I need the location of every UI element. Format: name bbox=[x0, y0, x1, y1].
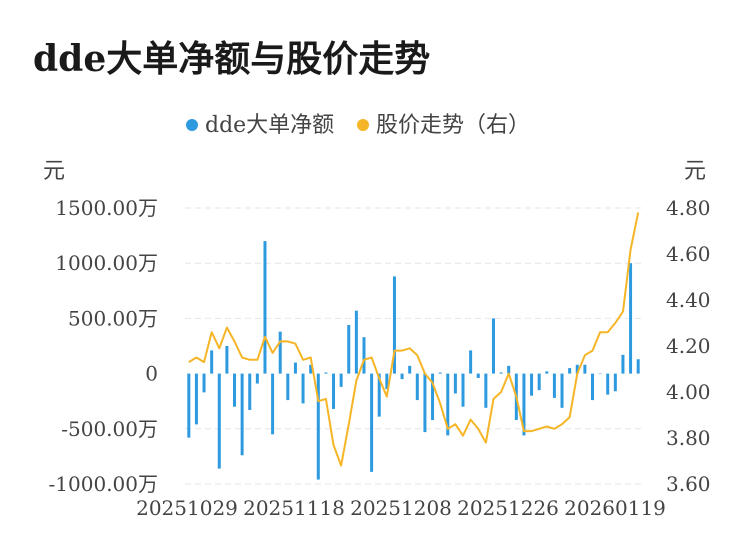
legend-label-price: 股价走势（右） bbox=[376, 113, 530, 138]
bar bbox=[385, 373, 389, 390]
left-tick-label: 1500.00万 bbox=[55, 196, 158, 220]
bar bbox=[347, 325, 351, 374]
bar bbox=[324, 372, 328, 374]
right-tick-label: 3.60 bbox=[666, 472, 711, 496]
bar bbox=[354, 310, 358, 374]
bar bbox=[392, 276, 396, 374]
legend-marker-dde bbox=[186, 119, 198, 131]
left-tick-label: 1000.00万 bbox=[55, 251, 158, 275]
x-tick-label: 20251226 bbox=[457, 496, 559, 520]
bar bbox=[332, 373, 336, 409]
right-tick-label: 4.80 bbox=[666, 196, 711, 220]
bar bbox=[568, 368, 572, 374]
bar bbox=[446, 373, 450, 436]
bar bbox=[629, 263, 633, 374]
bar bbox=[202, 373, 206, 393]
bar bbox=[408, 365, 412, 374]
bar bbox=[370, 373, 374, 472]
bar bbox=[362, 337, 366, 374]
left-tick-label: 0 bbox=[145, 362, 158, 386]
x-tick-label: 20251029 bbox=[136, 496, 238, 520]
left-tick-label: -500.00万 bbox=[61, 417, 158, 441]
bar bbox=[377, 373, 381, 417]
right-tick-label: 4.40 bbox=[666, 288, 711, 312]
bar bbox=[187, 373, 191, 438]
bar bbox=[233, 373, 237, 407]
x-tick-label: 20251208 bbox=[350, 496, 452, 520]
bar bbox=[491, 318, 495, 374]
bar bbox=[469, 350, 473, 374]
legend[interactable]: dde大单净额 股价走势（右） bbox=[186, 113, 530, 138]
bar bbox=[301, 373, 305, 404]
left-axis-unit: 元 bbox=[43, 159, 65, 184]
chart-title: dde大单净额与股价走势 bbox=[33, 38, 431, 80]
bar bbox=[560, 373, 564, 408]
bar bbox=[507, 365, 511, 374]
left-tick-label: -1000.00万 bbox=[49, 472, 158, 496]
legend-label-dde: dde大单净额 bbox=[205, 113, 334, 138]
right-tick-label: 4.00 bbox=[666, 380, 711, 404]
gridlines bbox=[185, 207, 642, 485]
bar bbox=[575, 364, 579, 374]
bar bbox=[248, 373, 252, 411]
bar bbox=[415, 373, 419, 401]
bar bbox=[210, 350, 214, 374]
price-line bbox=[188, 212, 640, 467]
x-tick-label: 20260119 bbox=[564, 496, 666, 520]
legend-marker-price bbox=[357, 119, 369, 131]
bar bbox=[225, 346, 229, 374]
bar bbox=[316, 373, 320, 480]
bar bbox=[278, 331, 282, 374]
bar bbox=[438, 372, 442, 374]
bar bbox=[598, 373, 602, 375]
bar bbox=[484, 373, 488, 408]
bar bbox=[606, 373, 610, 395]
bar-series-dde bbox=[187, 241, 640, 480]
legend-item-price[interactable]: 股价走势（右） bbox=[357, 113, 530, 138]
bar bbox=[522, 373, 526, 436]
bar bbox=[590, 373, 594, 401]
bar bbox=[613, 373, 617, 392]
bar bbox=[400, 373, 404, 380]
bar bbox=[309, 364, 313, 374]
bar bbox=[499, 372, 503, 374]
left-tick-label: 500.00万 bbox=[68, 306, 158, 330]
bar bbox=[423, 373, 427, 433]
bar bbox=[255, 373, 259, 384]
bar bbox=[537, 373, 541, 391]
right-axis: 3.60 3.80 4.00 4.20 4.40 4.60 4.80 元 bbox=[666, 159, 711, 496]
bar bbox=[621, 354, 625, 374]
bar bbox=[545, 371, 549, 374]
bar bbox=[263, 241, 267, 374]
right-axis-unit: 元 bbox=[684, 159, 706, 184]
legend-item-dde[interactable]: dde大单净额 bbox=[186, 113, 334, 138]
bar bbox=[271, 373, 275, 435]
bar bbox=[431, 373, 435, 420]
bar bbox=[453, 373, 457, 394]
bar bbox=[583, 364, 587, 374]
right-tick-label: 3.80 bbox=[666, 426, 711, 450]
bar bbox=[293, 362, 297, 374]
right-tick-label: 4.60 bbox=[666, 242, 711, 266]
left-axis: -1000.00万 -500.00万 0 500.00万 1000.00万 1500.00… bbox=[43, 159, 158, 496]
x-tick-label: 20251118 bbox=[243, 496, 345, 520]
bar bbox=[476, 373, 480, 379]
bar bbox=[194, 373, 198, 425]
bar bbox=[552, 373, 556, 398]
bar bbox=[339, 373, 343, 387]
bar bbox=[217, 373, 221, 469]
line-series-price bbox=[188, 212, 640, 467]
right-tick-label: 4.20 bbox=[666, 334, 711, 358]
x-axis: 20251029 20251118 20251208 20251226 20260119 bbox=[136, 496, 666, 520]
bar bbox=[240, 373, 244, 456]
bar bbox=[286, 373, 290, 401]
bar bbox=[530, 373, 534, 396]
bar bbox=[461, 373, 465, 407]
bar bbox=[636, 359, 640, 374]
